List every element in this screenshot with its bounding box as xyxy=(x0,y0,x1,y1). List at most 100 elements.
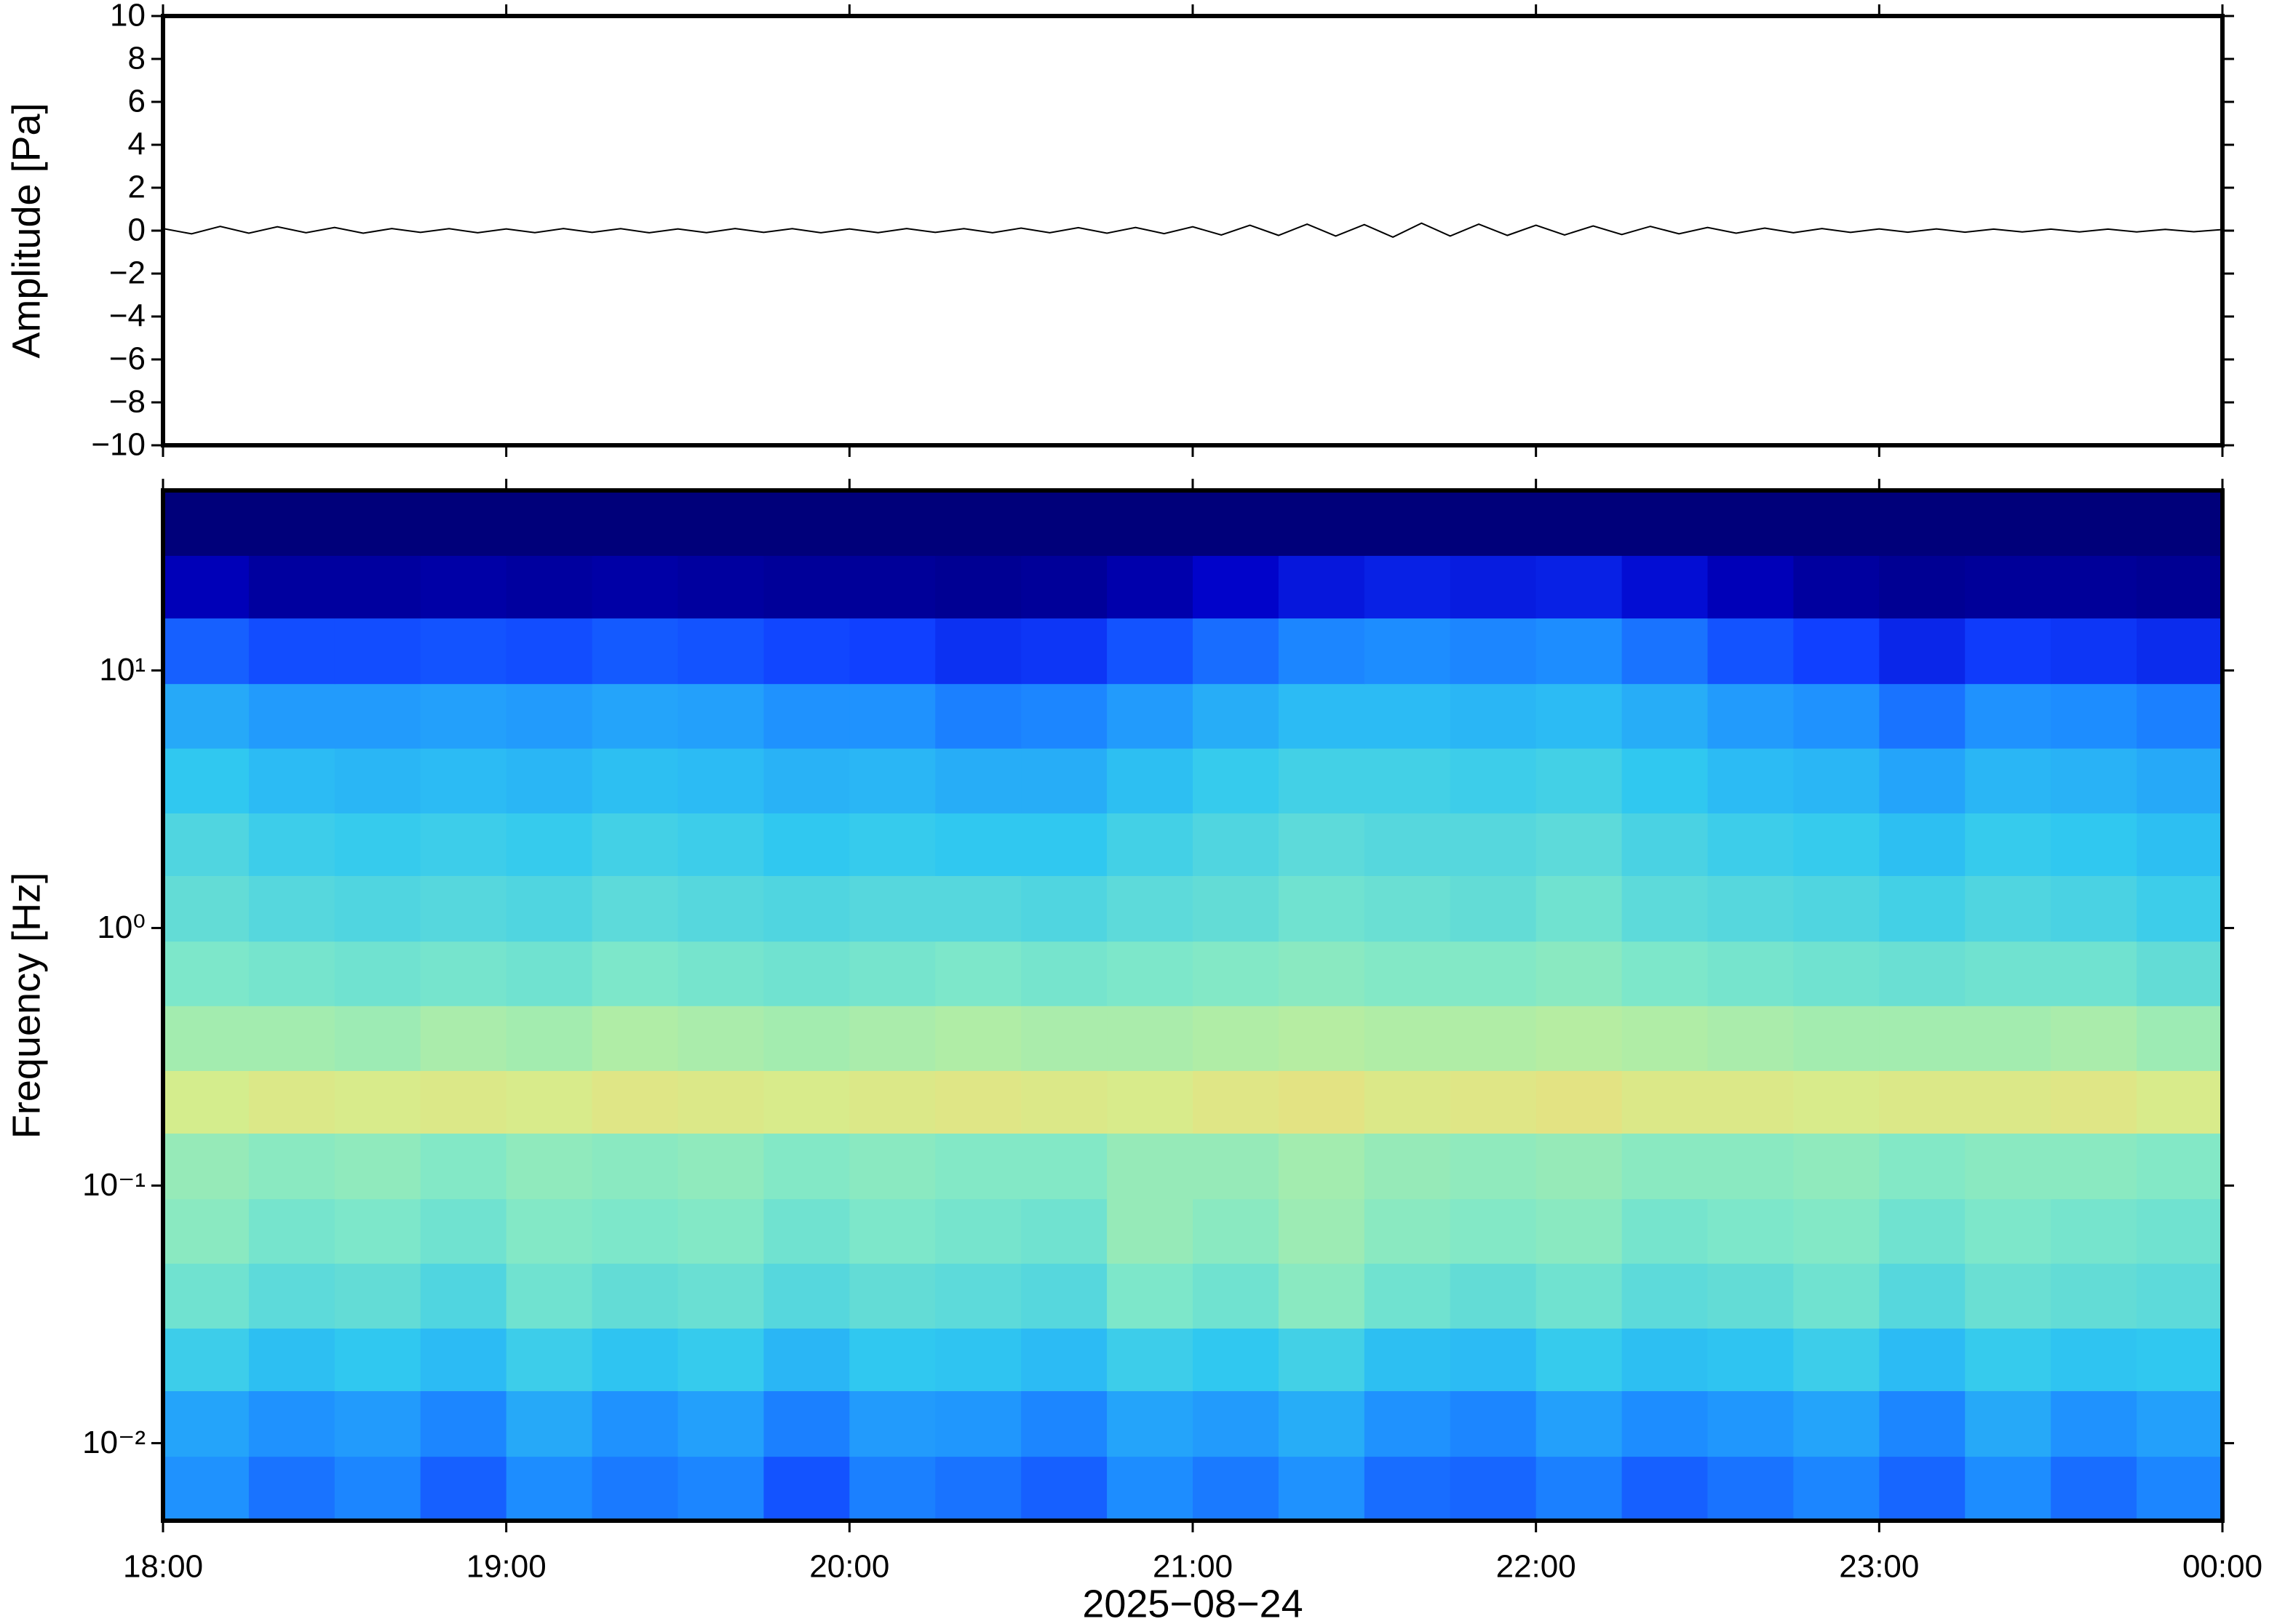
spectrogram-cell xyxy=(1535,1390,1623,1457)
spectrogram-cell xyxy=(2137,683,2223,749)
spectrogram-cell xyxy=(2051,555,2137,618)
spectrogram-cell xyxy=(1621,683,1709,749)
spectrogram-cell xyxy=(1707,1456,1795,1521)
spectrogram-cell xyxy=(506,1070,593,1134)
spectrogram-cell xyxy=(677,748,765,813)
spectrogram-cell xyxy=(592,1328,679,1391)
spectrogram-cell xyxy=(334,1456,421,1521)
spectrogram-cell xyxy=(1450,941,1537,1006)
spectrogram-cell xyxy=(1535,1456,1623,1521)
spectrogram-cell xyxy=(677,941,765,1006)
spectrogram-cell xyxy=(163,555,250,618)
spectrogram-cell xyxy=(1021,1198,1108,1264)
spectrogram-cell xyxy=(248,683,335,749)
plot-frame xyxy=(161,14,2225,447)
spectrogram-cell xyxy=(935,813,1022,876)
spectrogram-cell xyxy=(849,490,937,556)
spectrogram-cell xyxy=(1021,1328,1108,1391)
spectrogram-cell xyxy=(1450,1456,1537,1521)
spectrogram-cell xyxy=(677,555,765,618)
spectrogram-cell xyxy=(1021,1263,1108,1329)
spectrogram-cell xyxy=(592,555,679,618)
spectrogram-cell xyxy=(506,941,593,1006)
spectrogram-cell xyxy=(1107,1133,1193,1200)
spectrogram-cell xyxy=(677,875,765,942)
spectrogram-cell xyxy=(1450,748,1537,813)
spectrogram-cell xyxy=(1621,748,1709,813)
spectrogram-cell xyxy=(1535,1133,1623,1200)
spectrogram-cell xyxy=(592,1070,679,1134)
y-tick-label: 10⁻² xyxy=(82,1425,146,1460)
spectrogram-cell xyxy=(334,683,421,749)
spectrogram-cell xyxy=(420,1456,507,1521)
spectrogram-cell xyxy=(935,1263,1022,1329)
spectrogram-cell xyxy=(1278,875,1365,942)
spectrogram-cell xyxy=(763,1070,851,1134)
spectrogram-cell xyxy=(1450,1198,1537,1264)
spectrogram-cell xyxy=(677,683,765,749)
spectrogram-cell xyxy=(1364,618,1451,685)
spectrogram-cell xyxy=(1107,555,1193,618)
spectrogram-cell xyxy=(1621,1328,1709,1391)
spectrogram-cell xyxy=(1193,1070,1279,1134)
y-tick-label: −10 xyxy=(91,427,146,463)
spectrogram-cell xyxy=(1621,1263,1709,1329)
spectrogram-cell xyxy=(334,875,421,942)
spectrogram-cell xyxy=(1107,490,1193,556)
spectrogram-cell xyxy=(1621,555,1709,618)
spectrogram-cell xyxy=(677,1006,765,1071)
spectrogram-cell xyxy=(677,1198,765,1264)
spectrogram-cell xyxy=(1621,1390,1709,1457)
spectrogram-cell xyxy=(1535,1198,1623,1264)
spectrogram-cell xyxy=(506,1328,593,1391)
spectrogram-cell xyxy=(677,1133,765,1200)
spectrogram-cell xyxy=(248,618,335,685)
spectrogram-cell xyxy=(248,1328,335,1391)
spectrogram-cell xyxy=(763,1390,851,1457)
spectrogram-cell xyxy=(763,1263,851,1329)
spectrogram-cell xyxy=(1193,683,1279,749)
spectrogram-cell xyxy=(248,1198,335,1264)
spectrogram-cell xyxy=(1450,490,1537,556)
spectrogram-cell xyxy=(420,1263,507,1329)
spectrogram-cell xyxy=(677,1070,765,1134)
spectrogram-cell xyxy=(2051,490,2137,556)
spectrogram-cell xyxy=(592,1456,679,1521)
spectrogram-cell xyxy=(1364,1198,1451,1264)
spectrogram-cell xyxy=(1364,683,1451,749)
spectrogram-cell xyxy=(592,748,679,813)
spectrogram-cell xyxy=(2137,1328,2223,1391)
spectrogram-cell xyxy=(420,683,507,749)
spectrogram-cell xyxy=(1021,941,1108,1006)
spectrogram-cell xyxy=(1364,1390,1451,1457)
y-tick-label: 10¹ xyxy=(99,652,146,688)
spectrogram-cell xyxy=(1621,490,1709,556)
spectrogram-cell xyxy=(763,618,851,685)
spectrogram-cell xyxy=(592,941,679,1006)
spectrogram-cell xyxy=(1450,1133,1537,1200)
spectrogram-cell xyxy=(1965,1070,2051,1134)
spectrogram-cell xyxy=(2137,1390,2223,1457)
spectrogram-cell xyxy=(849,875,937,942)
spectrogram-cell xyxy=(1193,490,1279,556)
spectrogram-cell xyxy=(1535,1328,1623,1391)
spectrogram-cell xyxy=(1707,1070,1795,1134)
spectrogram-cell xyxy=(1621,1006,1709,1071)
spectrogram-cell xyxy=(1793,1390,1880,1457)
spectrogram-cell xyxy=(592,1263,679,1329)
spectrogram-cell xyxy=(1107,1456,1193,1521)
spectrogram-cell xyxy=(1193,1263,1279,1329)
spectrogram-cell xyxy=(1965,813,2051,876)
spectrogram-cell xyxy=(1278,1390,1365,1457)
spectrogram-cell xyxy=(506,1006,593,1071)
spectrogram-cell xyxy=(248,813,335,876)
spectrogram-cell xyxy=(1535,813,1623,876)
spectrogram-cell xyxy=(420,941,507,1006)
spectrogram-cell xyxy=(1707,1263,1795,1329)
spectrogram-cell xyxy=(677,618,765,685)
spectrogram-cell xyxy=(420,1390,507,1457)
spectrogram-cell xyxy=(1793,941,1880,1006)
spectrogram-cell xyxy=(677,1456,765,1521)
spectrogram-cell xyxy=(1278,1133,1365,1200)
